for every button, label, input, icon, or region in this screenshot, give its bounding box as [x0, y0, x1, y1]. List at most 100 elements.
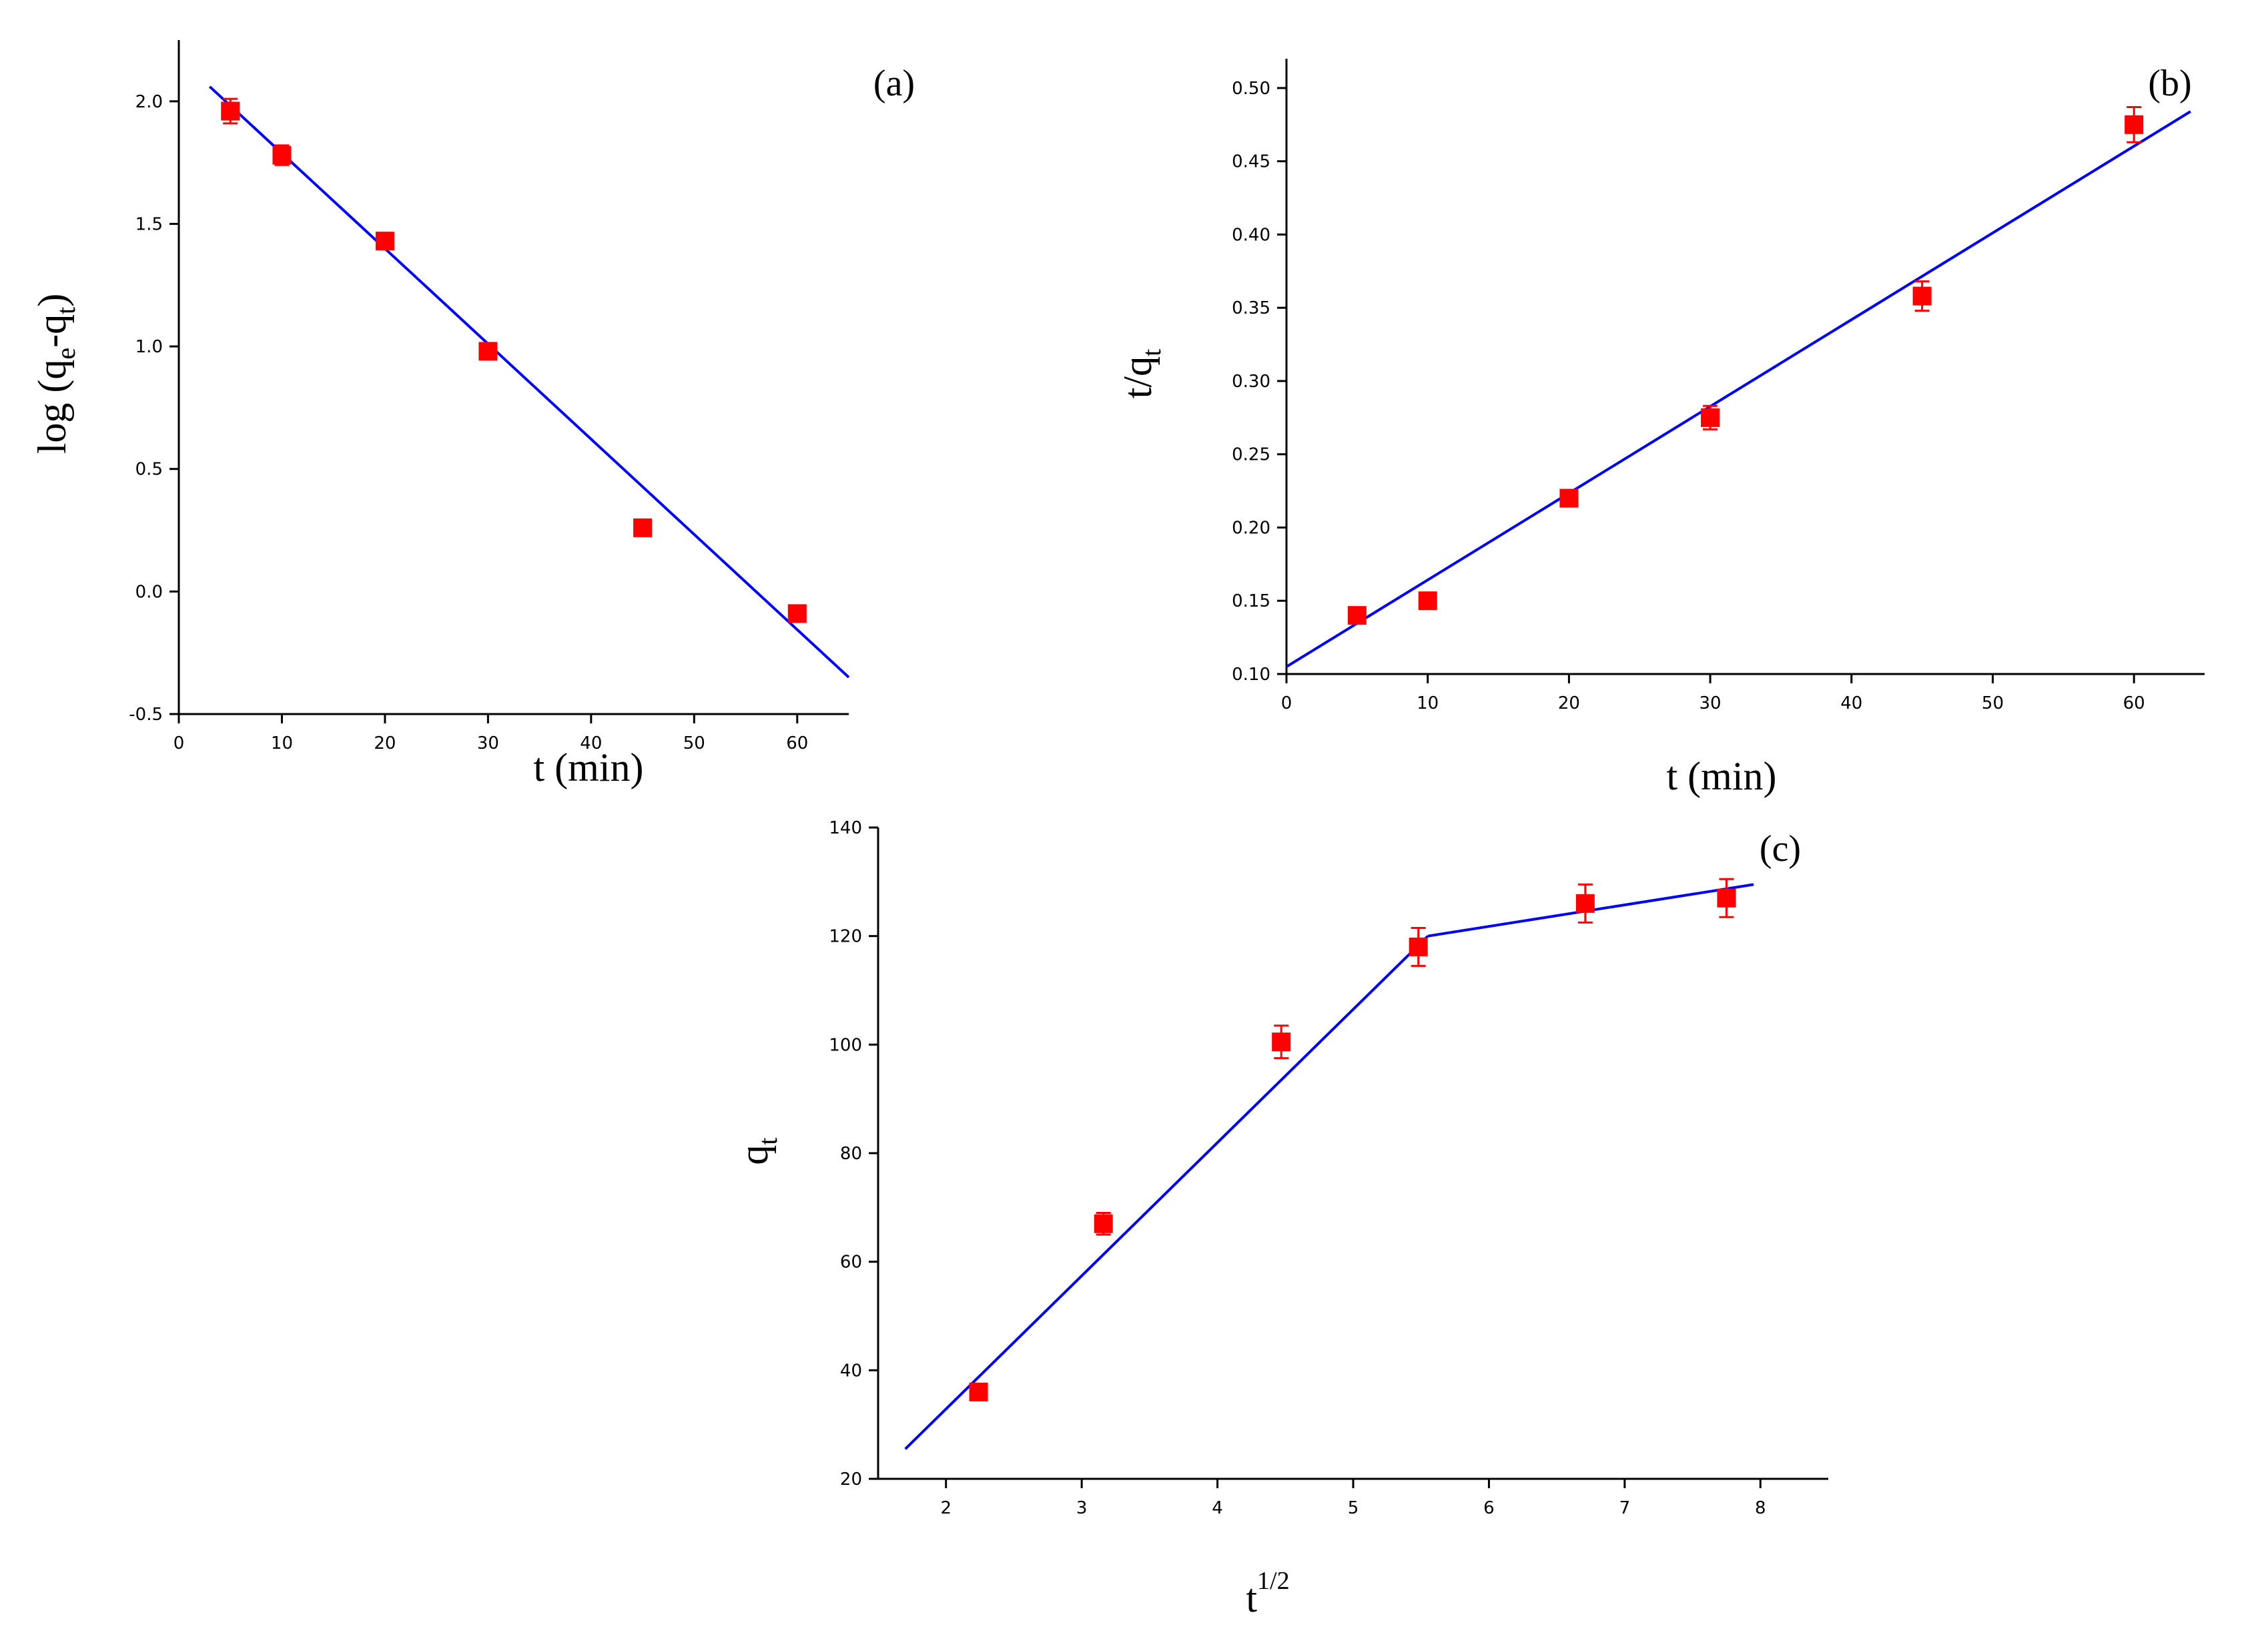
x-tick-label: 40 — [580, 733, 602, 753]
data-point — [375, 232, 394, 251]
x-tick-label: 10 — [271, 733, 293, 753]
data-point — [1272, 1024, 1291, 1060]
data-point — [1559, 488, 1579, 508]
data-point — [633, 518, 653, 537]
x-axis-label-sup: 1/2 — [1257, 1567, 1290, 1595]
fit-line — [904, 935, 1429, 1450]
x-tick-label: 3 — [1076, 1498, 1088, 1518]
x-tick-label: 40 — [1840, 693, 1862, 713]
data-point — [478, 342, 498, 361]
x-tick-label: 6 — [1483, 1498, 1495, 1518]
x-tick-label: 20 — [374, 733, 396, 753]
point-marker — [633, 518, 653, 537]
y-tick-label: 20 — [840, 1469, 862, 1490]
x-tick-label: 5 — [1348, 1498, 1359, 1518]
x-tick-label: 0 — [1281, 693, 1292, 713]
y-axis-label-sub2: t — [51, 307, 81, 314]
chart-panel-2: 0 10 20 30 40 50 60 0.10 0.15 0.20 0.25 0.30 0.35 0.4… — [1116, 59, 2205, 798]
fit-line — [208, 85, 850, 679]
data-point — [221, 97, 240, 125]
y-tick-label: 0.10 — [1232, 665, 1270, 685]
fit-line — [1285, 110, 2191, 668]
point-marker — [2125, 115, 2144, 134]
x-tick-label: 10 — [1417, 693, 1439, 713]
y-axis-label: qt — [732, 1137, 783, 1165]
point-marker — [1559, 488, 1579, 508]
point-marker — [969, 1382, 988, 1401]
data-point — [272, 144, 292, 166]
x-tick-label: 60 — [2123, 693, 2145, 713]
data-point — [1717, 878, 1736, 918]
y-axis-label-sub: t — [1136, 349, 1166, 356]
y-tick-label: 80 — [840, 1144, 862, 1164]
point-marker — [787, 604, 807, 623]
data-point — [787, 604, 807, 623]
point-marker — [221, 101, 240, 121]
y-axis-label: log (qe-qt) — [30, 294, 81, 454]
point-marker — [272, 145, 292, 165]
point-marker — [1409, 937, 1428, 956]
x-tick-label: 50 — [683, 733, 705, 753]
point-marker — [1272, 1032, 1291, 1052]
point-marker — [1717, 888, 1736, 908]
y-tick-label: 0.5 — [135, 460, 163, 480]
x-axis-label-base: t — [1246, 1576, 1257, 1620]
x-tick-label: 7 — [1619, 1498, 1631, 1518]
point-marker — [478, 342, 498, 361]
point-marker — [1575, 894, 1595, 913]
panel-label: (b) — [2148, 63, 2191, 104]
x-tick-label: 4 — [1212, 1498, 1223, 1518]
x-axis-label: t (min) — [1667, 754, 1777, 798]
y-axis-label-base: t/q — [1116, 356, 1160, 398]
y-tick-label: 0.45 — [1232, 152, 1270, 172]
panel-label: (a) — [873, 63, 915, 104]
point-marker — [1912, 286, 1932, 306]
point-marker — [1094, 1214, 1113, 1233]
y-tick-label: 100 — [829, 1035, 862, 1055]
data-point — [969, 1382, 988, 1401]
data-point — [1912, 280, 1932, 312]
data-point — [2125, 105, 2144, 143]
y-tick-label: 0.30 — [1232, 372, 1270, 392]
data-point — [1575, 883, 1595, 924]
x-tick-label: 50 — [1982, 693, 2004, 713]
y-axis-label-base: log (q — [30, 360, 74, 454]
data-point — [1409, 926, 1428, 967]
data-point — [1094, 1211, 1113, 1236]
y-tick-label: 0.0 — [135, 582, 163, 602]
y-tick-label: 2.0 — [135, 92, 163, 112]
panel-label: (c) — [1760, 828, 1801, 870]
y-tick-label: 120 — [829, 927, 862, 947]
x-tick-label: 2 — [940, 1498, 952, 1518]
y-tick-label: 1.0 — [135, 337, 163, 357]
point-marker — [1418, 591, 1437, 611]
x-tick-label: 20 — [1558, 693, 1580, 713]
data-point — [1701, 404, 1720, 430]
y-tick-label: 0.20 — [1232, 518, 1270, 538]
y-tick-label: 140 — [829, 818, 862, 838]
y-axis-label: t/qt — [1116, 349, 1166, 398]
y-axis-label-base: q — [732, 1145, 776, 1165]
data-point — [1347, 606, 1367, 625]
point-marker — [1347, 606, 1367, 625]
y-axis-label-sub: e — [51, 348, 81, 360]
x-tick-label: 60 — [786, 733, 808, 753]
y-tick-label: 0.40 — [1232, 225, 1270, 245]
y-axis-label-end: ) — [30, 294, 74, 307]
x-axis-label: t (min) — [534, 745, 644, 789]
chart-panel-1: 0 10 20 30 40 50 60 -0.5 0.0 0.5 1.0 1.5 2.0 (a) t (mi… — [30, 40, 915, 789]
y-tick-label: 60 — [840, 1253, 862, 1273]
y-axis-label-mid: -q — [30, 314, 74, 348]
x-tick-label: 30 — [477, 733, 499, 753]
y-tick-label: -0.5 — [129, 705, 163, 725]
y-tick-label: 0.25 — [1232, 445, 1270, 465]
x-tick-label: 30 — [1699, 693, 1722, 713]
point-marker — [1701, 408, 1720, 427]
data-point — [1418, 591, 1437, 611]
y-tick-label: 0.50 — [1232, 79, 1270, 99]
y-axis-label-sub: t — [753, 1137, 783, 1144]
point-marker — [375, 232, 394, 251]
x-tick-label: 0 — [173, 733, 185, 753]
